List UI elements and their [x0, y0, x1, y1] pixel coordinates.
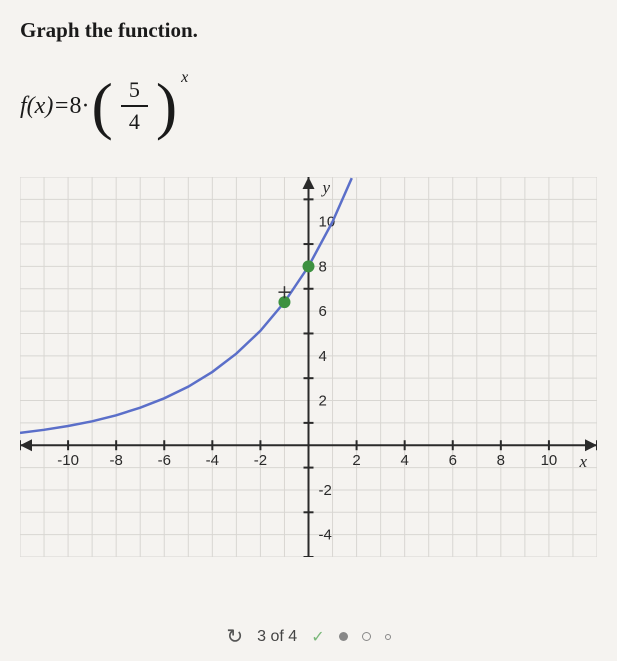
svg-text:-4: -4 [319, 527, 332, 544]
svg-text:2: 2 [319, 393, 327, 410]
eq-rparen: ) [156, 76, 177, 136]
svg-text:-10: -10 [57, 452, 79, 469]
function-graph[interactable]: -10-8-6-4-2246810-4-2246810xy [20, 177, 597, 557]
indicator-dot-small [385, 634, 391, 640]
svg-text:6: 6 [449, 452, 457, 469]
progress-text: 3 of 4 [257, 628, 297, 646]
function-equation: f(x) = 8 · ( 5 4 ) x [20, 71, 597, 141]
svg-text:8: 8 [497, 452, 505, 469]
indicator-dot-filled [339, 632, 348, 641]
eq-equals: = [53, 93, 69, 120]
eq-coeff: 8 [70, 93, 82, 120]
footer-bar: ↻ 3 of 4 ✓ [0, 624, 617, 649]
svg-text:-2: -2 [254, 452, 267, 469]
eq-numerator: 5 [121, 77, 148, 107]
svg-text:y: y [321, 178, 331, 197]
redo-icon[interactable]: ↻ [226, 624, 243, 649]
eq-fraction: 5 4 [121, 77, 148, 135]
svg-text:-8: -8 [109, 452, 122, 469]
svg-text:10: 10 [541, 452, 558, 469]
eq-lparen: ( [92, 76, 113, 136]
check-icon: ✓ [311, 627, 324, 647]
svg-text:-4: -4 [206, 452, 219, 469]
svg-text:-2: -2 [319, 482, 332, 499]
svg-text:2: 2 [352, 452, 360, 469]
eq-dot: · [82, 93, 90, 120]
eq-exponent: x [181, 69, 188, 87]
svg-text:4: 4 [319, 348, 327, 365]
svg-text:6: 6 [319, 303, 327, 320]
indicator-dot-open [362, 632, 371, 641]
svg-text:4: 4 [400, 452, 408, 469]
eq-denominator: 4 [121, 107, 148, 135]
svg-text:8: 8 [319, 258, 327, 275]
eq-lhs: f(x) [20, 93, 53, 120]
svg-text:x: x [578, 452, 587, 471]
svg-text:-6: -6 [158, 452, 171, 469]
page-title: Graph the function. [20, 18, 597, 43]
